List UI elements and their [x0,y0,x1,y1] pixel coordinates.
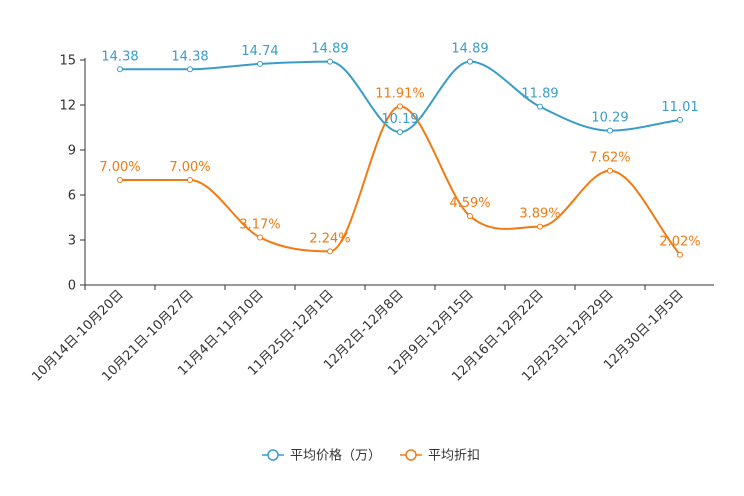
series-1-data-label: 14.38 [101,49,138,64]
series-1-data-label: 11.89 [521,87,558,102]
series-1-data-label: 11.01 [661,100,698,115]
legend-label: 平均折扣 [428,449,480,464]
series-2-data-label: 3.17% [239,217,280,232]
series-1-point[interactable] [327,58,333,65]
series-2-point[interactable] [257,234,263,241]
legend-label: 平均价格（万） [290,448,381,464]
data-labels: 14.38 14.38 14.74 14.89 10.19 14.89 11.89 10.29… [99,42,700,250]
series-2-point[interactable] [397,103,403,110]
series-2-point[interactable] [537,223,543,230]
series-2-point[interactable] [327,248,333,255]
series-2-data-label: 7.00% [169,160,210,175]
series-2-point[interactable] [467,213,473,220]
y-tick-label: 12 [59,99,76,114]
y-tick-label: 9 [68,144,76,159]
series-2-point[interactable] [117,177,123,183]
series-1-point[interactable] [397,129,403,136]
series-1-data-label: 10.29 [591,111,628,126]
series-1-point[interactable] [257,60,263,67]
series-1-point[interactable] [187,66,193,73]
series-2-data-label: 7.00% [99,160,140,175]
axes: 0369121510月14日-10月20日10月21日-10月27日11月4日-… [29,54,714,385]
y-tick-label: 3 [68,234,76,249]
legend: 平均价格（万） 平均折扣 [262,448,480,464]
series-1-point[interactable] [467,58,473,65]
series-1-data-label: 10.19 [381,112,418,127]
series-1-data-label: 14.38 [171,49,208,64]
series-1-data-label: 14.89 [311,42,348,57]
series-1-point[interactable] [117,66,123,73]
series-1-point[interactable] [537,103,543,110]
series-2-data-label: 2.24% [309,231,350,246]
y-tick-label: 6 [68,189,76,204]
legend-swatch-marker [405,449,417,461]
y-tick-label: 0 [68,279,76,294]
series-2-data-label: 11.91% [375,86,425,101]
series-2-data-label: 4.59% [449,196,490,211]
series-2-point[interactable] [187,177,193,183]
series-1-data-label: 14.74 [241,44,278,59]
series-2-point[interactable] [677,251,683,258]
series-2-data-label: 2.02% [659,235,700,250]
series-1-data-label: 14.89 [451,42,488,57]
legend-item-2[interactable]: 平均折扣 [400,449,480,464]
series-2-data-label: 3.89% [519,207,560,222]
series-1-point[interactable] [607,127,613,134]
series-2-data-label: 7.62% [589,151,630,166]
series-1-point[interactable] [677,116,683,123]
legend-swatch-marker [267,449,279,461]
series-2-point[interactable] [607,167,613,174]
plot-area [117,58,683,258]
legend-item-1[interactable]: 平均价格（万） [262,448,381,464]
y-tick-label: 15 [59,54,76,69]
